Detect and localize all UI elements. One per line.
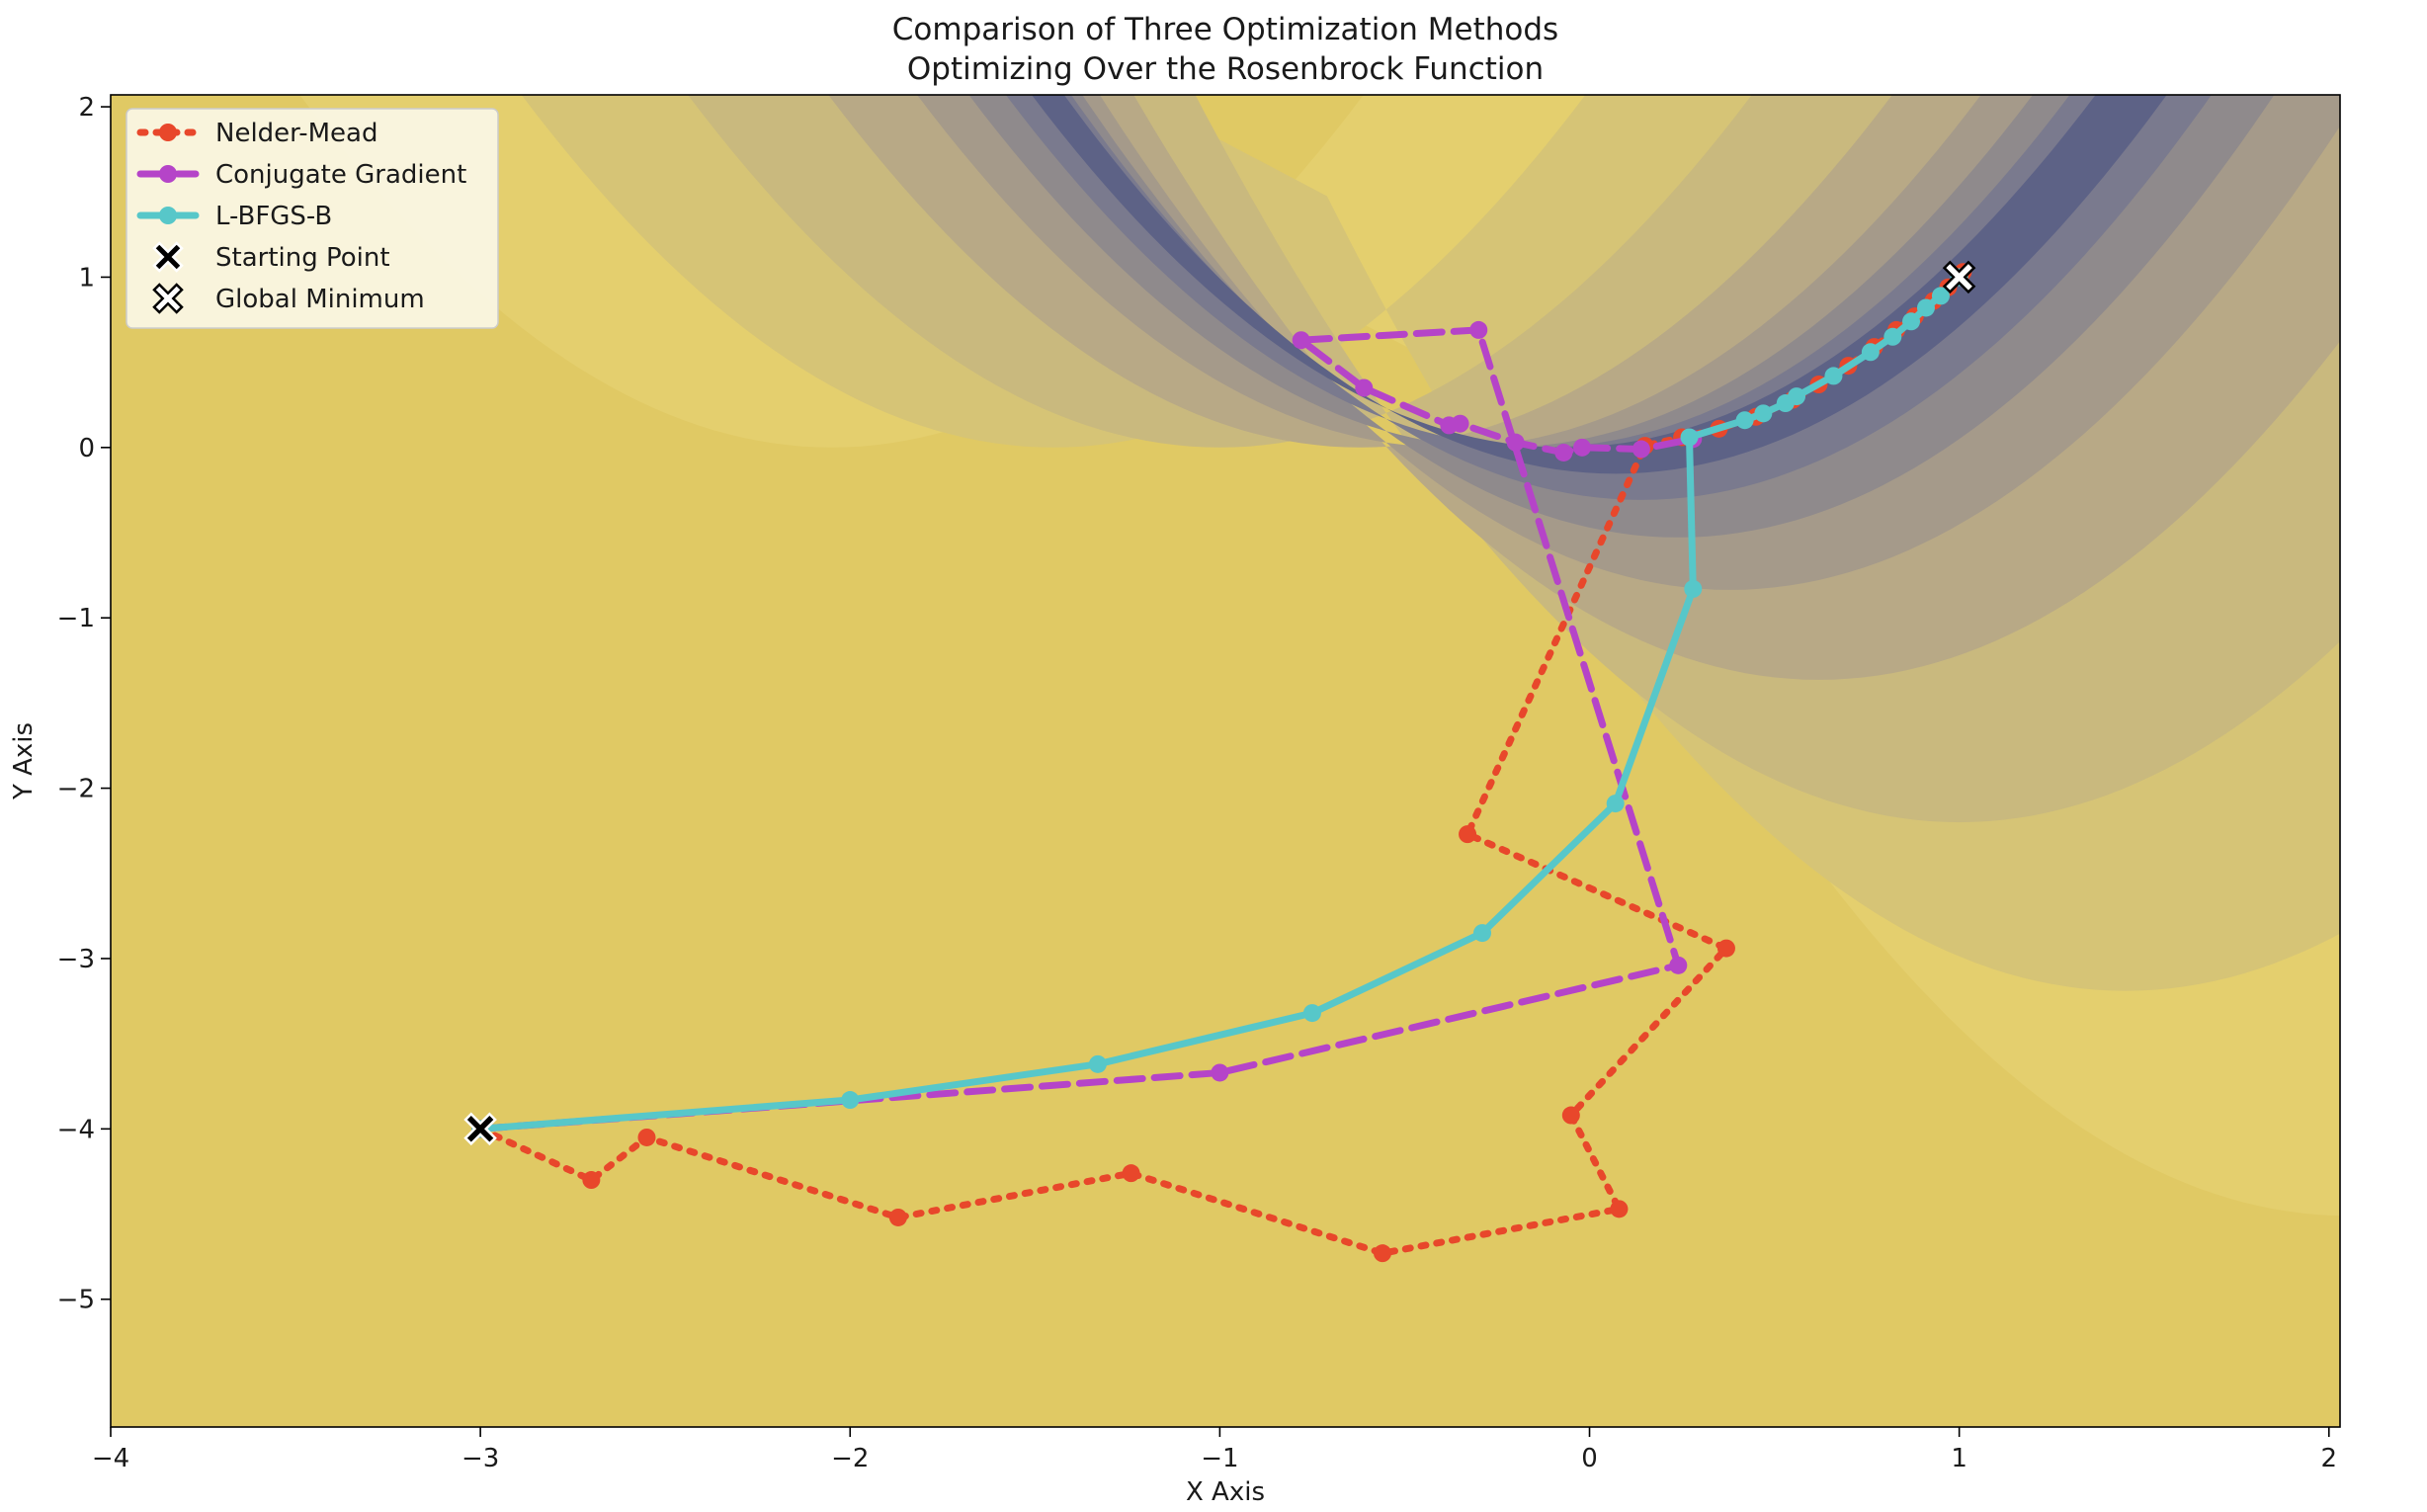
legend-item-global-minimum: Global Minimum — [152, 283, 425, 314]
x-axis: −4 −3 −2 −1 0 1 2 — [92, 1427, 2337, 1473]
data-point-nelder-mead — [888, 1208, 907, 1226]
marker-layer — [463, 260, 1976, 1146]
data-point-l-bfgs-b — [1788, 387, 1806, 406]
legend-marker-starting-point — [152, 241, 184, 273]
marker-starting-point — [463, 1112, 497, 1146]
data-point-conjugate-gradient — [1632, 440, 1650, 459]
data-point-nelder-mead — [1716, 939, 1735, 958]
legend-marker-l-bfgs-b — [159, 207, 177, 224]
data-point-nelder-mead — [1610, 1200, 1629, 1218]
data-point-nelder-mead — [1122, 1164, 1140, 1183]
data-point-l-bfgs-b — [1883, 327, 1902, 346]
data-point-l-bfgs-b — [841, 1091, 860, 1110]
data-point-l-bfgs-b — [1902, 312, 1921, 331]
data-point-conjugate-gradient — [1573, 438, 1592, 457]
x-axis-label: X Axis — [1186, 1477, 1265, 1507]
series-layer — [471, 263, 1972, 1263]
marker-global-minimum — [1942, 260, 1976, 294]
data-point-nelder-mead — [582, 1171, 601, 1190]
data-point-l-bfgs-b — [1861, 343, 1880, 362]
data-point-l-bfgs-b — [1088, 1054, 1107, 1073]
legend-item-conjugate-gradient: Conjugate Gradient — [136, 160, 466, 190]
data-point-conjugate-gradient — [1355, 378, 1374, 397]
y-tick-label: −1 — [57, 604, 95, 633]
x-tick-label: −3 — [461, 1444, 499, 1473]
legend-item-nelder-mead: Nelder-Mead — [136, 119, 377, 148]
legend-marker-conjugate-gradient — [159, 165, 177, 183]
y-tick-label: 0 — [78, 434, 95, 463]
data-point-l-bfgs-b — [1931, 287, 1950, 305]
x-tick-label: −1 — [1201, 1444, 1238, 1473]
chart-subtitle: Optimizing Over the Rosenbrock Function — [907, 51, 1544, 87]
y-tick-label: −2 — [57, 775, 95, 804]
y-axis: −5 −4 −3 −2 −1 0 1 2 — [57, 93, 111, 1315]
data-point-l-bfgs-b — [1606, 795, 1625, 813]
y-tick-label: 1 — [78, 263, 95, 293]
contour-band-7 — [1032, 95, 2167, 474]
plot-area — [110, 94, 2341, 1428]
legend-label-nelder-mead: Nelder-Mead — [215, 119, 377, 148]
legend-label-global-minimum: Global Minimum — [215, 285, 425, 314]
data-point-conjugate-gradient — [1211, 1063, 1229, 1082]
data-point-nelder-mead — [1459, 825, 1477, 844]
data-point-l-bfgs-b — [1754, 404, 1773, 423]
y-axis-label: Y Axis — [9, 722, 39, 800]
y-tick-label: −4 — [57, 1115, 95, 1144]
data-point-conjugate-gradient — [1469, 320, 1488, 339]
contour-band-6 — [1005, 95, 2212, 500]
x-tick-label: −2 — [831, 1444, 869, 1473]
data-point-conjugate-gradient — [1669, 956, 1688, 974]
legend-label-l-bfgs-b: L-BFGS-B — [215, 202, 332, 231]
data-point-l-bfgs-b — [1680, 428, 1699, 447]
data-point-conjugate-gradient — [1292, 331, 1310, 350]
legend-item-l-bfgs-b: L-BFGS-B — [136, 202, 332, 231]
data-point-conjugate-gradient — [1554, 443, 1573, 462]
data-point-nelder-mead — [1561, 1106, 1580, 1125]
x-tick-label: 2 — [2321, 1444, 2338, 1473]
legend-marker-nelder-mead — [159, 124, 177, 141]
x-tick-label: 0 — [1581, 1444, 1598, 1473]
data-point-conjugate-gradient — [1451, 414, 1469, 433]
data-point-l-bfgs-b — [1473, 924, 1492, 943]
data-point-l-bfgs-b — [1916, 298, 1935, 317]
legend-label-conjugate-gradient: Conjugate Gradient — [215, 160, 466, 190]
legend-box — [126, 108, 499, 329]
y-tick-label: 2 — [78, 93, 95, 123]
data-point-l-bfgs-b — [1735, 411, 1754, 430]
x-tick-label: −4 — [92, 1444, 129, 1473]
contour-band-5 — [968, 95, 2275, 538]
legend-label-starting-point: Starting Point — [215, 243, 390, 273]
data-point-l-bfgs-b — [1684, 579, 1703, 598]
chart-title: Comparison of Three Optimization Methods — [892, 12, 1558, 47]
data-point-conjugate-gradient — [1506, 433, 1525, 452]
data-point-nelder-mead — [1374, 1244, 1392, 1263]
y-tick-label: −3 — [57, 945, 95, 974]
legend-marker-global-minimum — [152, 283, 184, 314]
data-point-nelder-mead — [637, 1128, 656, 1146]
data-point-l-bfgs-b — [1302, 1004, 1321, 1023]
x-tick-label: 1 — [1951, 1444, 1967, 1473]
data-point-l-bfgs-b — [1824, 367, 1843, 385]
legend-item-starting-point: Starting Point — [152, 241, 390, 273]
legend: Nelder-Mead Conjugate Gradient L-BFGS-B Sta… — [126, 108, 499, 329]
y-tick-label: −5 — [57, 1286, 95, 1315]
plot-frame — [110, 94, 2341, 1428]
